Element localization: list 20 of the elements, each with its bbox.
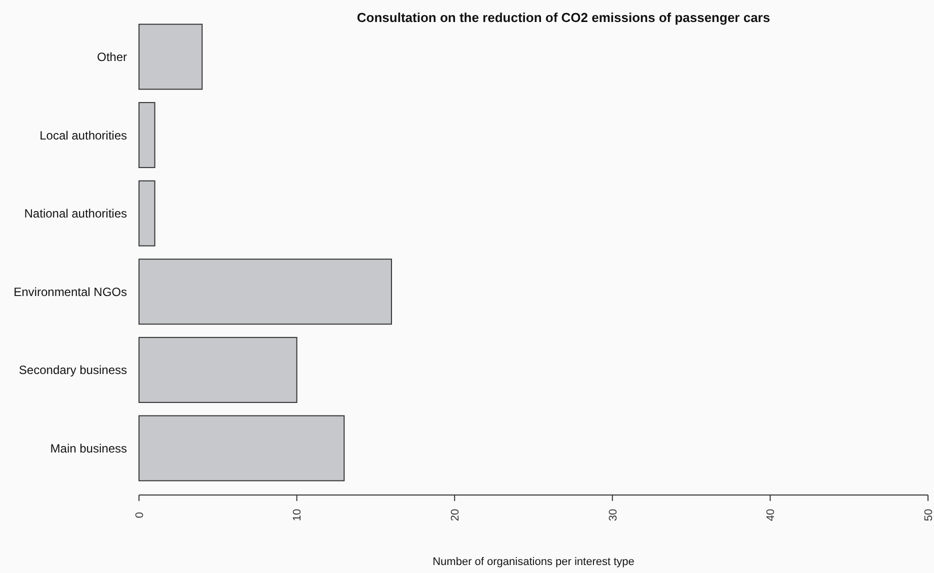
bar xyxy=(138,102,156,168)
x-tick-label: 40 xyxy=(765,508,778,522)
bar xyxy=(138,180,156,246)
x-tick-label: 30 xyxy=(607,508,620,522)
x-tick-label: 10 xyxy=(292,508,304,522)
x-axis-title: Number of organisations per interest type xyxy=(432,556,634,568)
bar xyxy=(138,415,345,482)
x-tick-label: 20 xyxy=(449,508,462,522)
x-tick-label: 50 xyxy=(922,508,934,522)
y-tick-label: Other xyxy=(96,50,127,64)
y-tick-label: Main business xyxy=(50,441,127,456)
y-tick-label: Local authorities xyxy=(40,128,127,142)
y-tick-label: Environmental NGOs xyxy=(14,284,127,299)
y-tick-label: National authorities xyxy=(24,206,127,221)
bar xyxy=(138,258,392,325)
x-tick-label: 0 xyxy=(134,512,146,518)
chart-title: Consultation on the reduction of CO2 emissions of passenger cars xyxy=(356,10,770,25)
y-tick-label: Secondary business xyxy=(18,363,127,378)
bar xyxy=(138,24,203,90)
bar xyxy=(138,336,298,403)
